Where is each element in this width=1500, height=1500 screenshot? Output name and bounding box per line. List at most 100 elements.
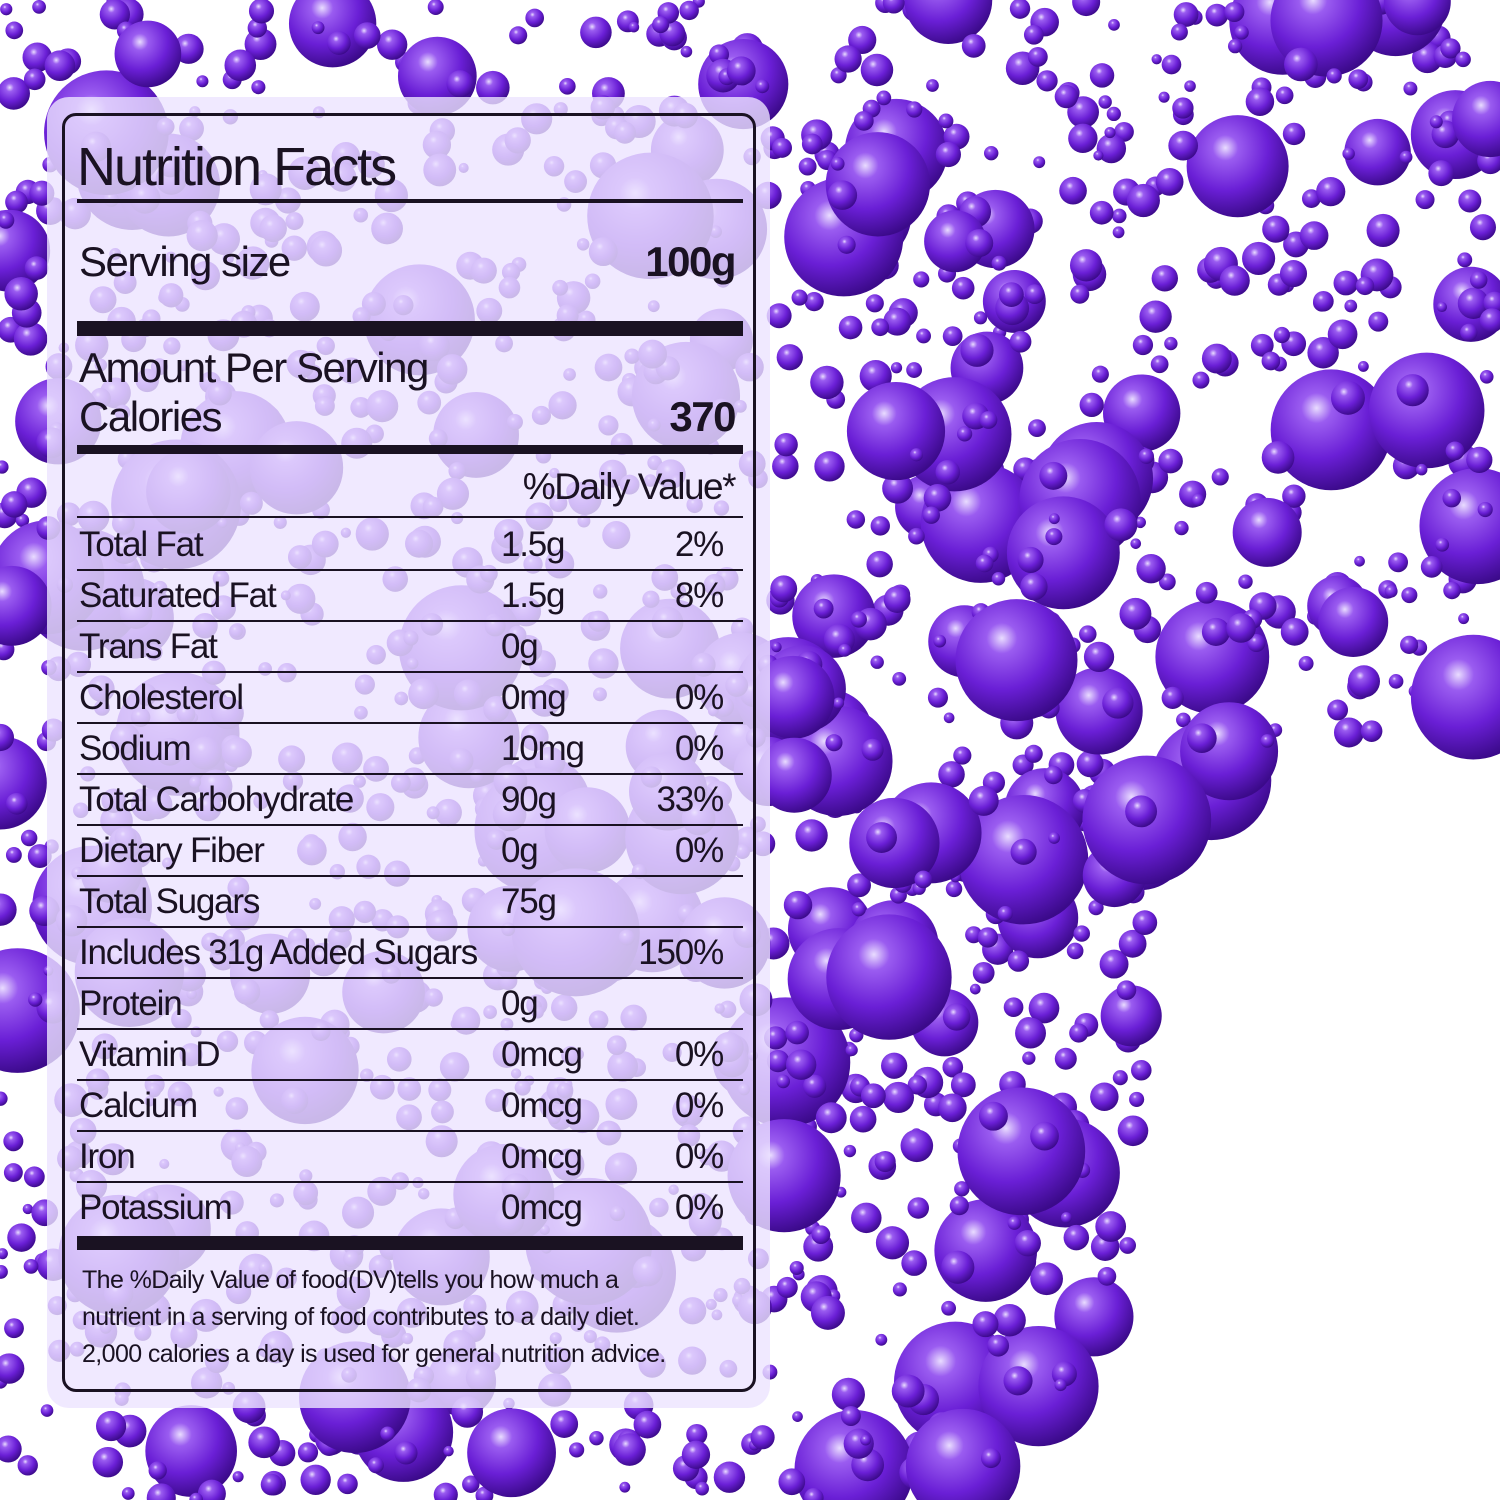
pearl (827, 180, 858, 210)
pearl (1330, 380, 1365, 415)
pearl (860, 53, 894, 87)
pearl (1015, 1017, 1046, 1049)
pearl (876, 90, 892, 106)
footnote-line: nutrient in a serving of food contribute… (82, 1303, 640, 1331)
pearl (1045, 528, 1063, 546)
pearl (1066, 942, 1084, 960)
pearl (1388, 674, 1404, 689)
calories-value: 370 (669, 393, 736, 440)
pearl (1273, 326, 1290, 344)
pearl (950, 1072, 976, 1098)
pearl (1307, 337, 1339, 369)
pearl (297, 1442, 319, 1463)
pearl (1091, 365, 1109, 383)
pearl (1093, 150, 1104, 161)
pearl (1054, 84, 1079, 109)
nutrient-amount: 10mg (501, 729, 585, 768)
footnote-line: 2,000 calories a day is used for general… (82, 1340, 666, 1368)
pearl (1024, 744, 1043, 763)
pearl (1275, 86, 1294, 105)
pearl (935, 141, 961, 168)
pearl (1403, 81, 1418, 96)
pearl (849, 1105, 877, 1133)
pearl (1132, 910, 1158, 935)
pearl (467, 1408, 556, 1498)
pearl (1099, 949, 1129, 979)
pearl (1384, 584, 1398, 598)
pearl (916, 328, 931, 344)
pearl (810, 1295, 845, 1330)
pearl (1090, 1082, 1119, 1112)
pearl (1069, 1023, 1089, 1043)
pearl (933, 634, 947, 648)
nutrient-daily-value: 0% (674, 1188, 724, 1227)
pearl (0, 1435, 22, 1463)
pearl (695, 1481, 709, 1496)
pearl (1280, 617, 1309, 646)
nutrient-name: Protein (79, 984, 183, 1023)
nutrient-row: Includes 31g Added Sugars 150% (77, 926, 743, 979)
pearl (810, 365, 844, 400)
pearl (755, 79, 770, 94)
pearl (7, 1223, 36, 1252)
pearl (866, 822, 897, 853)
pearl (1014, 1229, 1041, 1257)
pearl (23, 68, 46, 91)
pearl (24, 256, 49, 280)
pearl (851, 1202, 882, 1234)
nutrient-daily-value: 2% (674, 525, 724, 564)
pearl (846, 510, 866, 529)
pearl (1096, 133, 1127, 164)
nutrient-amount: 0g (501, 831, 539, 870)
pearl (840, 1406, 861, 1426)
pearl (550, 1410, 579, 1438)
nutrient-daily-value: 33% (656, 780, 725, 819)
pearl (945, 880, 963, 898)
nutrient-row: Protein 0g (77, 977, 743, 1030)
pearl (979, 411, 998, 429)
pearl (905, 1408, 1021, 1500)
pearl (260, 1473, 283, 1496)
serving-size-label: Serving size (79, 238, 291, 285)
pearl (1201, 617, 1231, 646)
pearl (1063, 1224, 1090, 1251)
nutrient-name: Dietary Fiber (79, 831, 265, 870)
pearl (1158, 91, 1170, 103)
pearl (681, 1440, 711, 1469)
pearl (0, 1353, 25, 1384)
pearl (633, 1410, 662, 1439)
pearl (771, 641, 782, 653)
pearl (875, 1226, 910, 1260)
pearl (92, 1446, 124, 1478)
pearl (1344, 299, 1358, 313)
pearl (1095, 1211, 1127, 1242)
pearl (145, 1405, 238, 1497)
pearl (1054, 1277, 1134, 1357)
pearl (1357, 361, 1369, 372)
pearl (1368, 311, 1389, 332)
pearl (1126, 183, 1160, 218)
pearl (890, 362, 903, 374)
pearl (1443, 581, 1461, 600)
pearl (525, 8, 545, 28)
pearl (1030, 1121, 1059, 1151)
pearl (815, 1102, 847, 1134)
pearl (1242, 241, 1276, 276)
footnote: The %Daily Value of food(DV)tells you ho… (82, 1262, 666, 1373)
pearl (1158, 573, 1176, 591)
pearl (1445, 441, 1465, 461)
pearl (978, 1101, 1008, 1131)
pearl (1452, 80, 1500, 158)
pearl (1104, 126, 1116, 139)
pearl (882, 1081, 915, 1114)
pearl (32, 0, 46, 14)
pearl (1130, 538, 1142, 549)
pearl (1112, 208, 1127, 224)
pearl (960, 333, 994, 367)
pearl (509, 26, 528, 45)
nutrient-daily-value: 0% (674, 678, 724, 717)
nutrient-name: Includes 31g Added Sugars (79, 933, 478, 972)
pearl (99, 0, 131, 30)
nutrient-amount: 0mcg (501, 1188, 583, 1227)
pearl (1250, 333, 1274, 357)
